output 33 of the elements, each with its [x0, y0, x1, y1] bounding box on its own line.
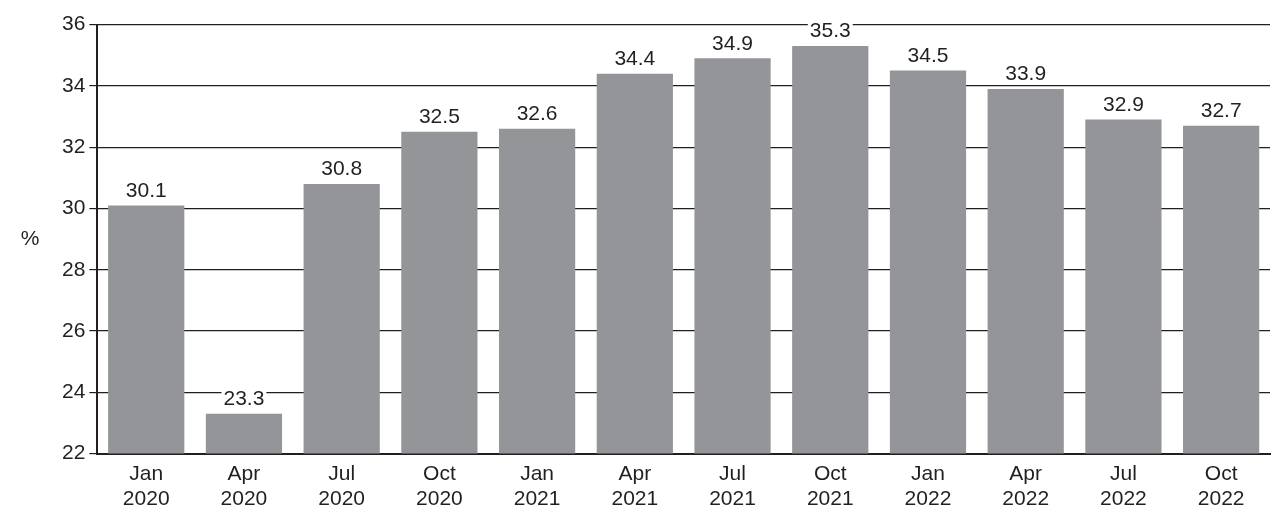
y-tick-label: 22	[62, 440, 86, 464]
data-label: 34.9	[712, 30, 753, 54]
data-label: 30.1	[125, 177, 167, 201]
x-tick-label: Jul 2022	[1100, 461, 1147, 510]
data-label: 32.7	[1200, 98, 1242, 122]
x-tick-label: Apr 2021	[611, 461, 659, 510]
data-label: 32.6	[516, 101, 558, 125]
y-tick-label: 32	[62, 133, 86, 157]
x-tick-label: Jan 2020	[122, 461, 170, 510]
x-tick-label: Oct 2020	[416, 461, 463, 510]
x-tick-label: Jan 2021	[513, 461, 561, 510]
data-label: 30.8	[321, 156, 363, 180]
x-tick-label: Jan 2022	[904, 461, 952, 510]
y-tick-label: 28	[62, 256, 86, 280]
data-label: 35.3	[809, 18, 851, 42]
y-axis-title: %	[20, 225, 40, 249]
x-tick-label: Apr 2022	[1002, 461, 1050, 510]
data-label: 32.9	[1102, 91, 1144, 115]
data-label: 34.4	[614, 45, 656, 69]
x-tick-label: Oct 2022	[1197, 461, 1245, 510]
data-label: 34.5	[907, 42, 949, 66]
y-tick-label: 30	[62, 195, 86, 219]
x-tick-label: Oct 2021	[806, 461, 854, 510]
data-label: 23.3	[223, 386, 265, 410]
data-label: 33.9	[1005, 61, 1047, 85]
x-tick-label: Jul 2021	[709, 461, 756, 510]
y-tick-label: 36	[62, 11, 86, 35]
y-tick-label: 34	[62, 72, 86, 96]
data-label: 32.5	[418, 104, 460, 128]
x-tick-label: Apr 2020	[220, 461, 268, 510]
y-tick-label: 24	[62, 379, 86, 403]
x-tick-label: Jul 2020	[318, 461, 366, 510]
y-tick-label: 26	[62, 317, 86, 341]
